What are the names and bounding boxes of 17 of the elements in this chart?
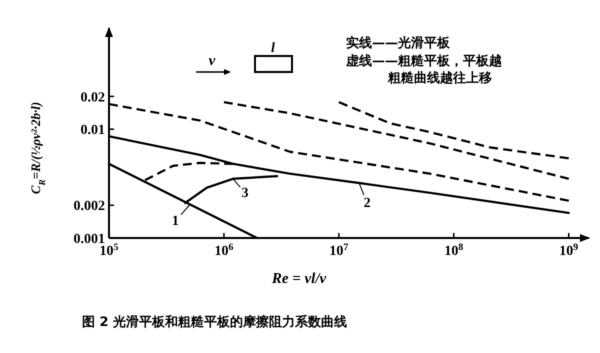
- x-tick-label: 10$^{6}$: [214, 242, 234, 259]
- x-tick-label: 10$^{7}$: [329, 242, 348, 259]
- annotation: 粗糙曲线越往上移: [387, 70, 492, 86]
- annotation: l: [271, 41, 276, 56]
- annotation: 3: [242, 186, 249, 201]
- annotation: v: [208, 53, 216, 69]
- annotation: 虚线——粗糙平板，平板越: [345, 54, 502, 69]
- annotation: 实线——光滑平板: [346, 35, 451, 51]
- y-tick-label: 0.01: [80, 123, 105, 138]
- x-tick-label: 10$^{8}$: [444, 242, 464, 259]
- x-tick-label: 10$^{9}$: [559, 242, 578, 259]
- annotation: 1: [172, 214, 179, 230]
- x-axis-title: Re = vl/ν: [270, 271, 327, 287]
- annotation: 2: [364, 196, 371, 212]
- text: 图 2 光滑平板和粗糙平板的摩擦阻力系数曲线: [82, 314, 348, 330]
- y-tick-label: 0.02: [80, 90, 105, 106]
- y-tick-label: 0.002: [74, 199, 105, 214]
